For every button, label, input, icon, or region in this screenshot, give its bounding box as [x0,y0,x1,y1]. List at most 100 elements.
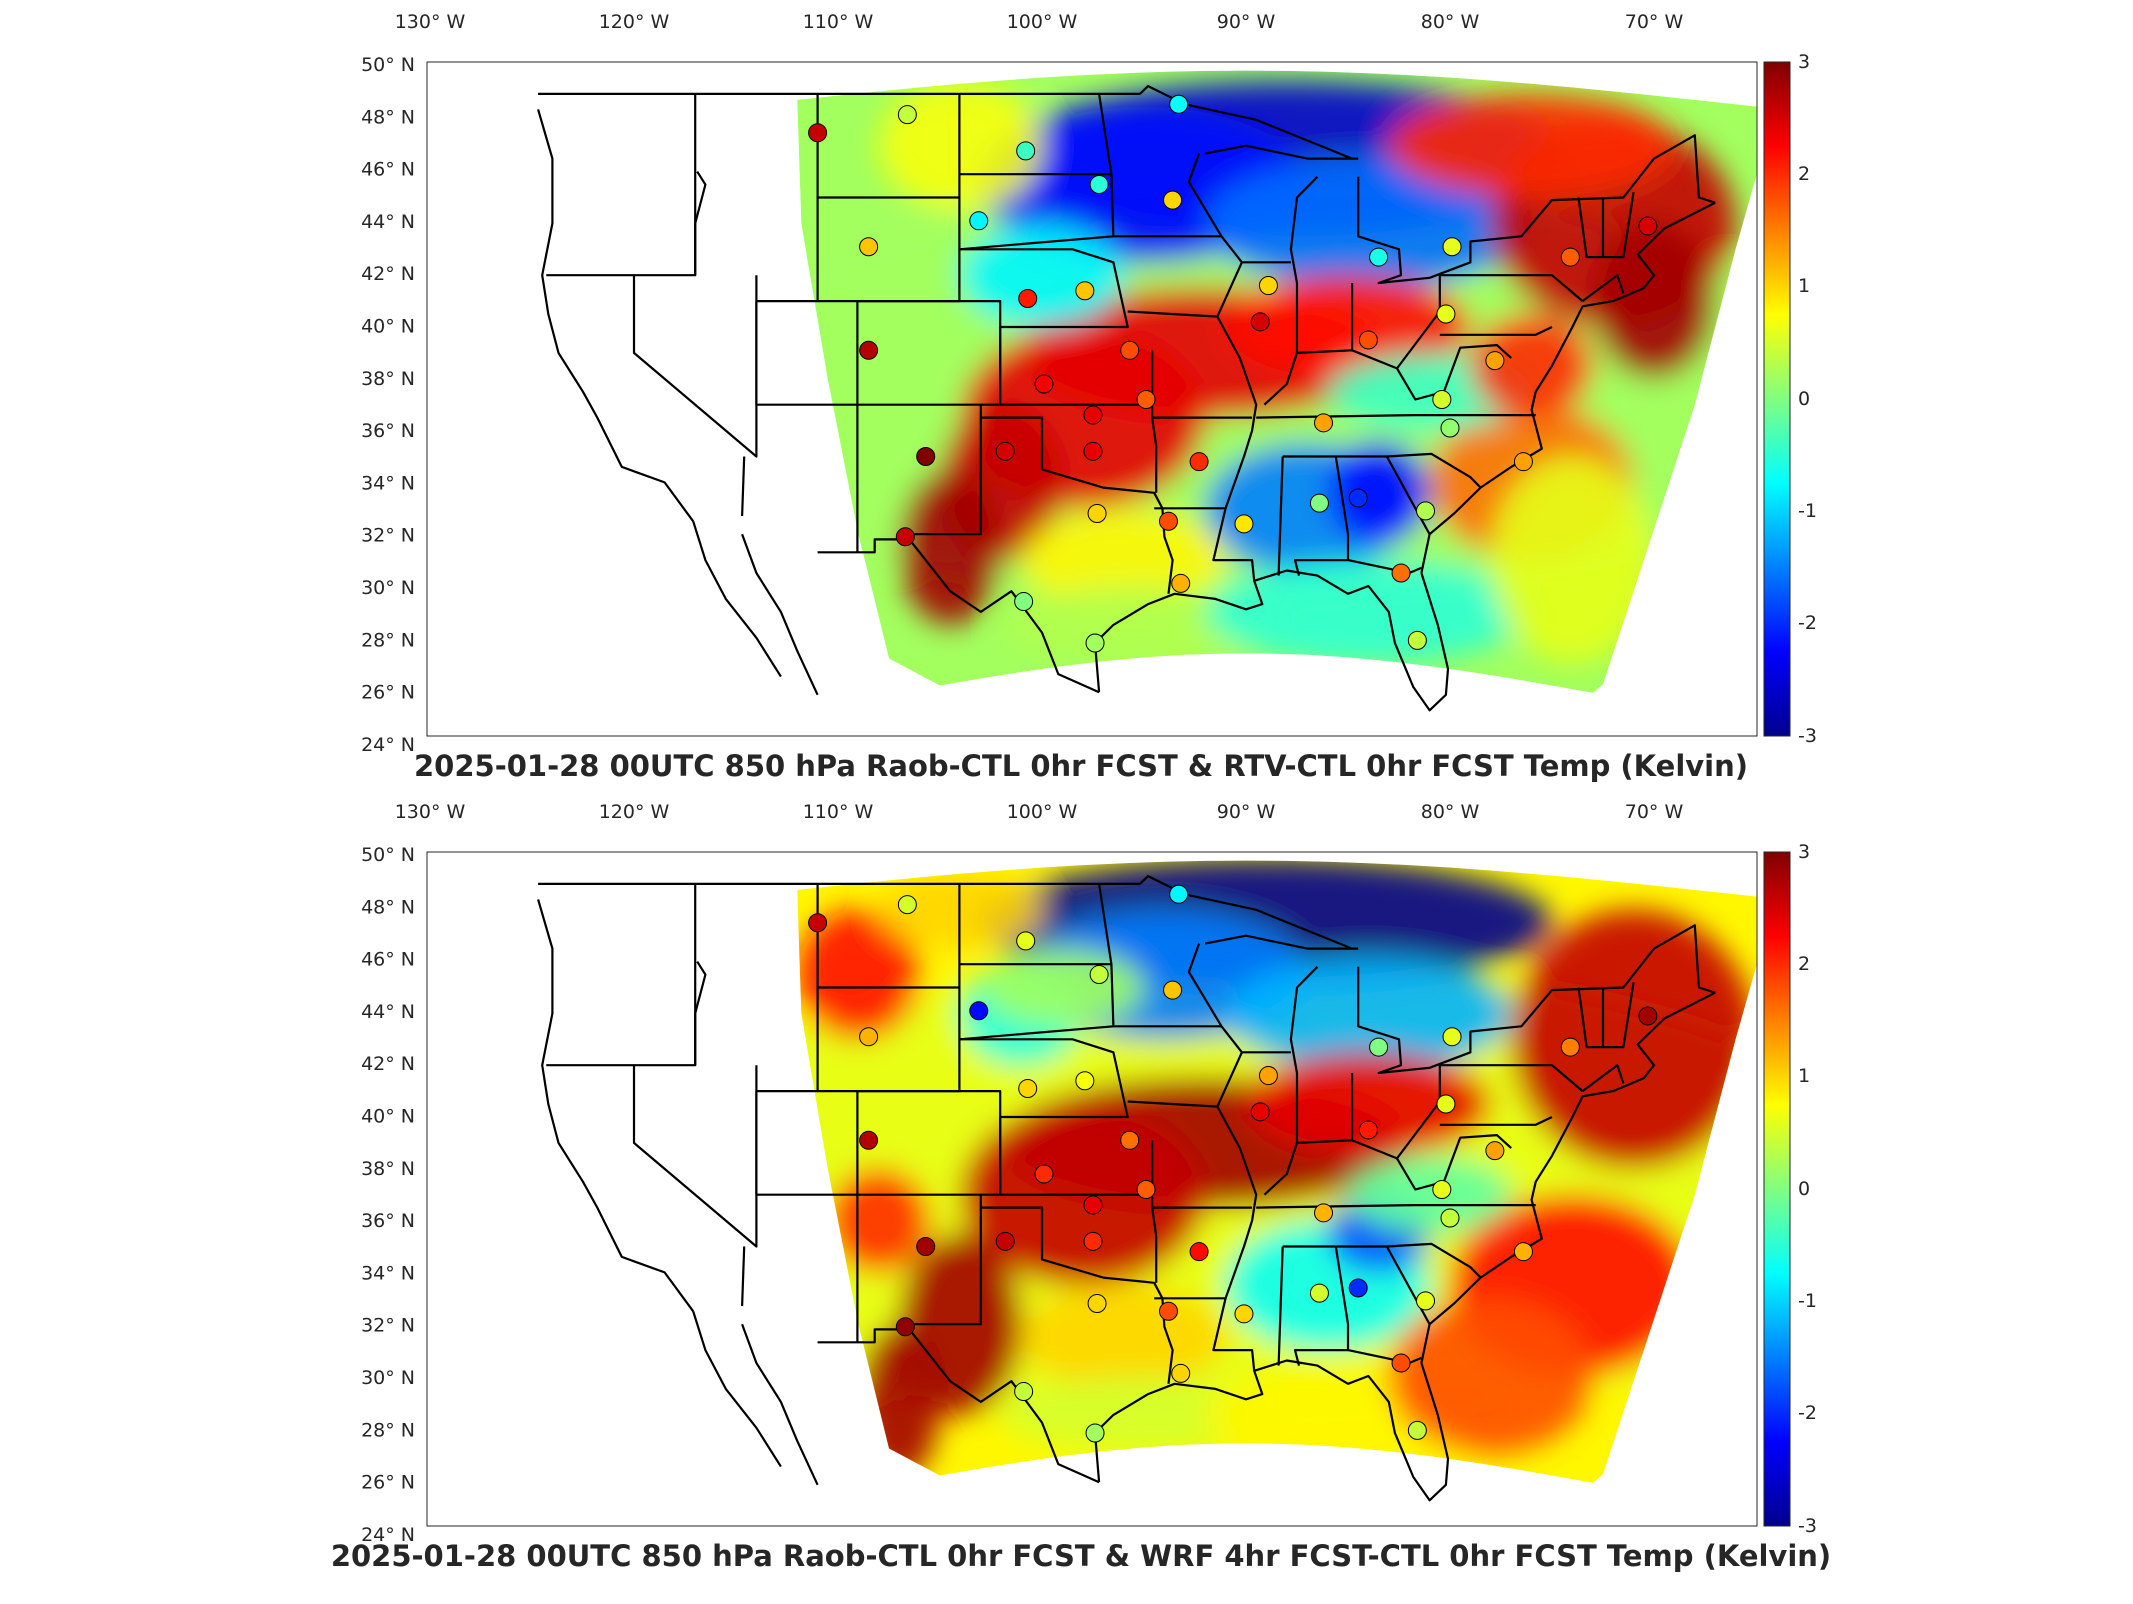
raob-station-marker [1075,281,1095,301]
lat-tick-label: 42° N [361,263,415,285]
raob-station-marker [1358,330,1378,350]
lat-tick-label: 42° N [361,1053,415,1075]
raob-station-marker [1440,418,1460,438]
raob-station-marker [1432,390,1452,410]
raob-station-marker [1089,965,1109,985]
colorbar-tick-label: -1 [1798,500,1817,522]
border-line [1420,991,1716,1364]
border-line [1357,924,1716,1075]
field-anomaly [1388,1298,1593,1454]
raob-station-marker [1083,1195,1103,1215]
border-line [1351,1065,1441,1160]
raob-station-marker [1391,563,1411,583]
border-line [1439,274,1584,302]
field-anomaly [960,223,1124,327]
raob-station-marker [1085,1423,1105,1443]
raob-station-marker [1416,501,1436,521]
border-line [1385,455,1431,535]
lat-tick-label: 26° N [361,1472,415,1494]
lat-tick-label: 32° N [361,1315,415,1337]
border-line [1581,274,1625,302]
lat-tick-label: 34° N [361,472,415,494]
raob-station-marker [1171,1363,1191,1383]
border-line [1187,943,1223,1027]
lat-tick-label: 36° N [361,420,415,442]
station-markers [808,94,1658,653]
lat-tick-label: 36° N [361,1210,415,1232]
border-line [1277,1246,1284,1366]
colorbar-tick-label: -3 [1798,1515,1817,1537]
raob-station-marker [1234,514,1254,534]
lat-tick-label: 30° N [361,1367,415,1389]
raob-station-marker [1083,405,1103,425]
raob-station-marker [1189,1242,1209,1262]
lat-tick-label: 28° N [361,1419,415,1441]
bottom-map-svg: 130° W 120° W 110° W 100° W 90° W 80° W … [331,801,1831,1573]
field-anomaly [797,909,920,1040]
raob-station-marker [1358,1120,1378,1140]
border-line [980,416,1174,594]
border-line [1151,1140,1158,1283]
raob-station-marker [1136,390,1156,410]
field-anomaly [1205,560,1532,664]
raob-station-marker [1171,573,1191,593]
colorbar: 3 2 1 0 -1 -2 -3 [1763,51,1817,747]
colorbar-tick-label: -1 [1798,1290,1817,1312]
border-line [1263,283,1299,406]
border-line [1212,1106,1258,1371]
border-line [1282,1242,1482,1279]
colorbar-tick-label: 2 [1798,953,1810,975]
state-borders [537,85,1716,712]
lat-tick-label: 32° N [361,525,415,547]
border-line [980,1206,1174,1384]
raob-station-marker [1309,493,1329,513]
raob-station-marker [1018,1079,1038,1099]
field-anomaly [1225,956,1512,1071]
raob-station-marker [1258,276,1278,296]
lat-tick-label: 34° N [361,1262,415,1284]
border-line [537,899,695,1312]
border-line [1093,1359,1450,1502]
map-title: 2025-01-28 00UTC 850 hPa Raob-CTL 0hr FC… [414,749,1748,783]
border-line [1439,326,1553,336]
border-line [959,1038,1129,1119]
map-title: 2025-01-28 00UTC 850 hPa Raob-CTL 0hr FC… [331,1539,1831,1573]
raob-station-marker [1083,1231,1103,1251]
raob-station-marker [1513,1242,1533,1262]
border-line [1151,350,1158,493]
raob-station-marker [1018,289,1038,309]
raob-station-marker [1638,1006,1658,1026]
lon-tick-label: 90° W [1217,801,1276,823]
border-line [1263,1073,1299,1196]
border-line [1127,1025,1243,1108]
raob-station-marker [916,1237,936,1256]
field-anomaly [980,948,1144,1027]
raob-station-marker [1440,1208,1460,1228]
raob-station-marker [969,211,989,231]
raob-station-marker [1416,1291,1436,1311]
raob-station-marker [1309,1283,1329,1303]
raob-station-marker [1560,1037,1580,1057]
border-line [1289,966,1319,1074]
raob-station-marker [808,913,828,933]
raob-station-marker [1442,1027,1462,1047]
map-frame [426,61,1758,737]
lat-tick-label: 44° N [361,1001,415,1023]
raob-station-marker [1016,931,1036,951]
raob-station-marker [1234,1304,1254,1324]
border-line [1256,414,1536,419]
lon-tick-label: 80° W [1421,801,1480,823]
lat-tick-label: 46° N [361,949,415,971]
lat-tick-label: 28° N [361,629,415,651]
raob-station-marker [1513,452,1533,472]
border-line [1581,1064,1625,1092]
top-map-panel: 130° W 120° W 110° W 100° W 90° W 80° W … [0,0,2133,800]
field-anomaly [1470,314,1593,418]
border-line [755,301,859,406]
border-line [741,1323,819,1486]
border-line [692,1310,782,1468]
border-line [1351,275,1441,370]
raob-station-marker [995,441,1015,461]
lon-tick-label: 120° W [599,801,670,823]
lat-tick-label: 40° N [361,316,415,338]
